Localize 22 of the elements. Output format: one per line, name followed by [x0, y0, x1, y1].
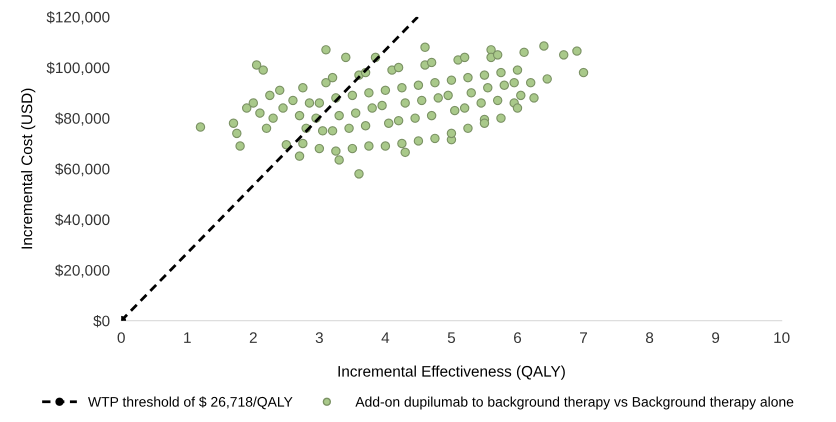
x-tick-label: 5	[448, 332, 456, 344]
legend-label: WTP threshold of $ 26,718/QALY	[88, 396, 293, 410]
x-tick-label: 3	[316, 332, 323, 344]
x-axis-title: Incremental Effectiveness (QALY)	[338, 366, 565, 380]
y-tick-label: $40,000	[55, 214, 110, 227]
y-tick-label: $60,000	[55, 163, 110, 176]
x-tick-label: 4	[382, 332, 390, 343]
x-tick-label: 7	[580, 332, 588, 343]
y-tick-label: $20,000	[55, 264, 110, 278]
x-tick-label: 1	[184, 332, 191, 343]
x-tick-label: 0	[118, 332, 125, 344]
x-tick-label: 10	[774, 332, 790, 344]
x-tick-label: 9	[712, 332, 720, 344]
y-tick-label: $80,000	[55, 112, 110, 126]
x-tick-label: 2	[250, 332, 257, 343]
legend-label: Add-on dupilumab to background therapy vs Background therapy alone	[355, 396, 794, 410]
x-tick-label: 8	[646, 332, 654, 344]
y-tick-label: $120,000	[46, 11, 110, 24]
y-tick-label: $100,000	[46, 62, 110, 76]
y-axis-title: Incremental Cost (USD)	[21, 88, 36, 248]
x-tick-label: 6	[514, 332, 522, 344]
y-tick-label: $0	[93, 314, 110, 328]
